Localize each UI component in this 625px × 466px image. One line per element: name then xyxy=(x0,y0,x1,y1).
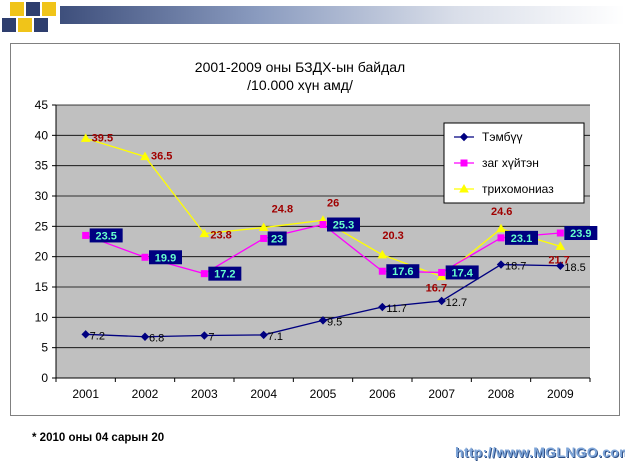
data-point-0-2 xyxy=(200,331,209,340)
label-series0: 7.1 xyxy=(268,331,283,343)
data-point-1-8 xyxy=(556,229,564,237)
label-series2: 39.5 xyxy=(92,132,113,144)
label-series2: 24.6 xyxy=(491,206,512,218)
label-box-series1 xyxy=(445,265,479,280)
label-box-series1 xyxy=(505,230,538,245)
label-box-series1 xyxy=(208,266,242,281)
x-tick-label: 2008 xyxy=(488,387,515,401)
data-point-2-3 xyxy=(258,222,269,232)
label-series0: 18.5 xyxy=(564,262,585,274)
label-series2: 21.7 xyxy=(548,254,569,266)
data-point-2-1 xyxy=(140,151,150,161)
footnote: * 2010 оны 04 сарын 20 xyxy=(32,432,165,444)
label-series0: 9.5 xyxy=(327,316,342,328)
y-tick-label: 25 xyxy=(35,219,49,233)
chart-title-line-1: 2001-2009 оны БЗДХ-ын байдал xyxy=(195,59,405,75)
watermark: http://www.MGLNGO.com xyxy=(455,444,625,460)
label-series0: 11.7 xyxy=(386,303,407,315)
legend-marker-0 xyxy=(459,132,469,142)
y-tick-label: 30 xyxy=(35,189,49,203)
label-series1: 17.4 xyxy=(451,267,473,279)
data-point-0-0 xyxy=(81,330,90,339)
chart-title-line-2: /10.000 хүн амд/ xyxy=(247,77,353,93)
label-series0: 7.2 xyxy=(90,330,105,342)
label-series1: 23.5 xyxy=(95,230,116,242)
label-series2: 20.3 xyxy=(382,230,403,242)
data-point-1-6 xyxy=(438,268,446,276)
corner-decoration xyxy=(2,2,56,32)
data-point-1-7 xyxy=(497,234,505,242)
label-series1: 17.6 xyxy=(392,266,413,278)
label-series0: 7 xyxy=(208,332,214,344)
legend-marker-1 xyxy=(460,159,468,167)
y-tick-label: 45 xyxy=(35,98,49,112)
data-point-2-5 xyxy=(377,249,388,259)
legend-marker-2 xyxy=(459,183,469,193)
data-point-2-6 xyxy=(436,271,447,281)
x-tick-label: 2009 xyxy=(547,387,574,401)
label-box-series1 xyxy=(89,228,123,243)
y-tick-label: 35 xyxy=(35,159,49,173)
line-chart: 2001-2009 оны БЗДХ-ын байдал /10.000 хүн… xyxy=(35,59,598,401)
label-box-series1 xyxy=(149,250,182,265)
legend-label: трихомониаз xyxy=(482,182,554,196)
data-point-0-3 xyxy=(259,330,268,340)
label-series1: 19.9 xyxy=(155,252,176,264)
label-series1: 23 xyxy=(271,233,283,245)
legend-label: Тэмбүү xyxy=(482,130,522,144)
label-series0: 6.8 xyxy=(149,333,164,345)
data-point-1-4 xyxy=(319,221,327,229)
x-tick-label: 2004 xyxy=(250,387,277,401)
label-box-series1 xyxy=(386,264,420,279)
data-point-0-4 xyxy=(318,316,328,325)
data-point-0-1 xyxy=(140,332,150,341)
y-tick-label: 10 xyxy=(35,310,49,324)
y-tick-label: 0 xyxy=(41,371,48,385)
x-tick-label: 2007 xyxy=(428,387,455,401)
header-gradient-band xyxy=(60,6,625,24)
y-tick-label: 15 xyxy=(35,280,49,294)
y-tick-label: 5 xyxy=(41,341,48,355)
x-tick-label: 2002 xyxy=(132,387,159,401)
data-point-1-5 xyxy=(378,267,386,275)
legend-label: заг хүйтэн xyxy=(482,156,539,170)
label-series2: 16.7 xyxy=(426,283,447,295)
legend: Тэмбүү заг хүйтэн трихомониаз xyxy=(443,122,585,204)
label-series1: 23.9 xyxy=(570,228,591,240)
data-point-0-6 xyxy=(437,296,446,306)
label-box-series1 xyxy=(564,226,598,241)
x-tick-label: 2003 xyxy=(191,387,218,401)
data-point-1-3 xyxy=(260,234,268,242)
data-point-2-2 xyxy=(199,228,210,238)
label-series1: 17.2 xyxy=(214,269,235,281)
data-point-1-0 xyxy=(82,231,90,239)
label-box-series1 xyxy=(327,217,360,232)
data-point-2-8 xyxy=(555,241,566,250)
data-point-2-7 xyxy=(496,223,506,233)
y-tick-label: 40 xyxy=(35,128,49,142)
label-series2: 26 xyxy=(327,197,339,209)
axes: 0 5 10 15 20 25 30 35 40 45 2001 2002 2003 2004 2005 20… xyxy=(35,98,591,401)
data-point-0-8 xyxy=(556,261,565,270)
data-point-0-7 xyxy=(496,260,506,269)
data-labels: 7.2 6.8 7 7.1 9.5 11.7 12.7 18.7 18.5 23.5 19.9 17.… xyxy=(89,132,598,345)
data-point-1-2 xyxy=(200,270,208,278)
label-series1: 25.3 xyxy=(333,220,354,232)
label-series0: 18.7 xyxy=(505,261,526,273)
label-series1: 23.1 xyxy=(511,233,532,245)
label-series2: 24.8 xyxy=(272,204,293,216)
data-point-0-5 xyxy=(378,302,387,312)
label-box-series1 xyxy=(267,231,287,246)
x-tick-label: 2001 xyxy=(72,387,99,401)
label-series0: 12.7 xyxy=(446,297,467,309)
y-tick-label: 20 xyxy=(35,250,49,264)
x-tick-label: 2006 xyxy=(369,387,396,401)
label-series2: 36.5 xyxy=(151,151,172,163)
data-point-2-0 xyxy=(80,133,91,142)
label-series2: 23.8 xyxy=(210,230,231,242)
x-tick-label: 2005 xyxy=(310,387,337,401)
data-point-1-1 xyxy=(141,253,149,261)
